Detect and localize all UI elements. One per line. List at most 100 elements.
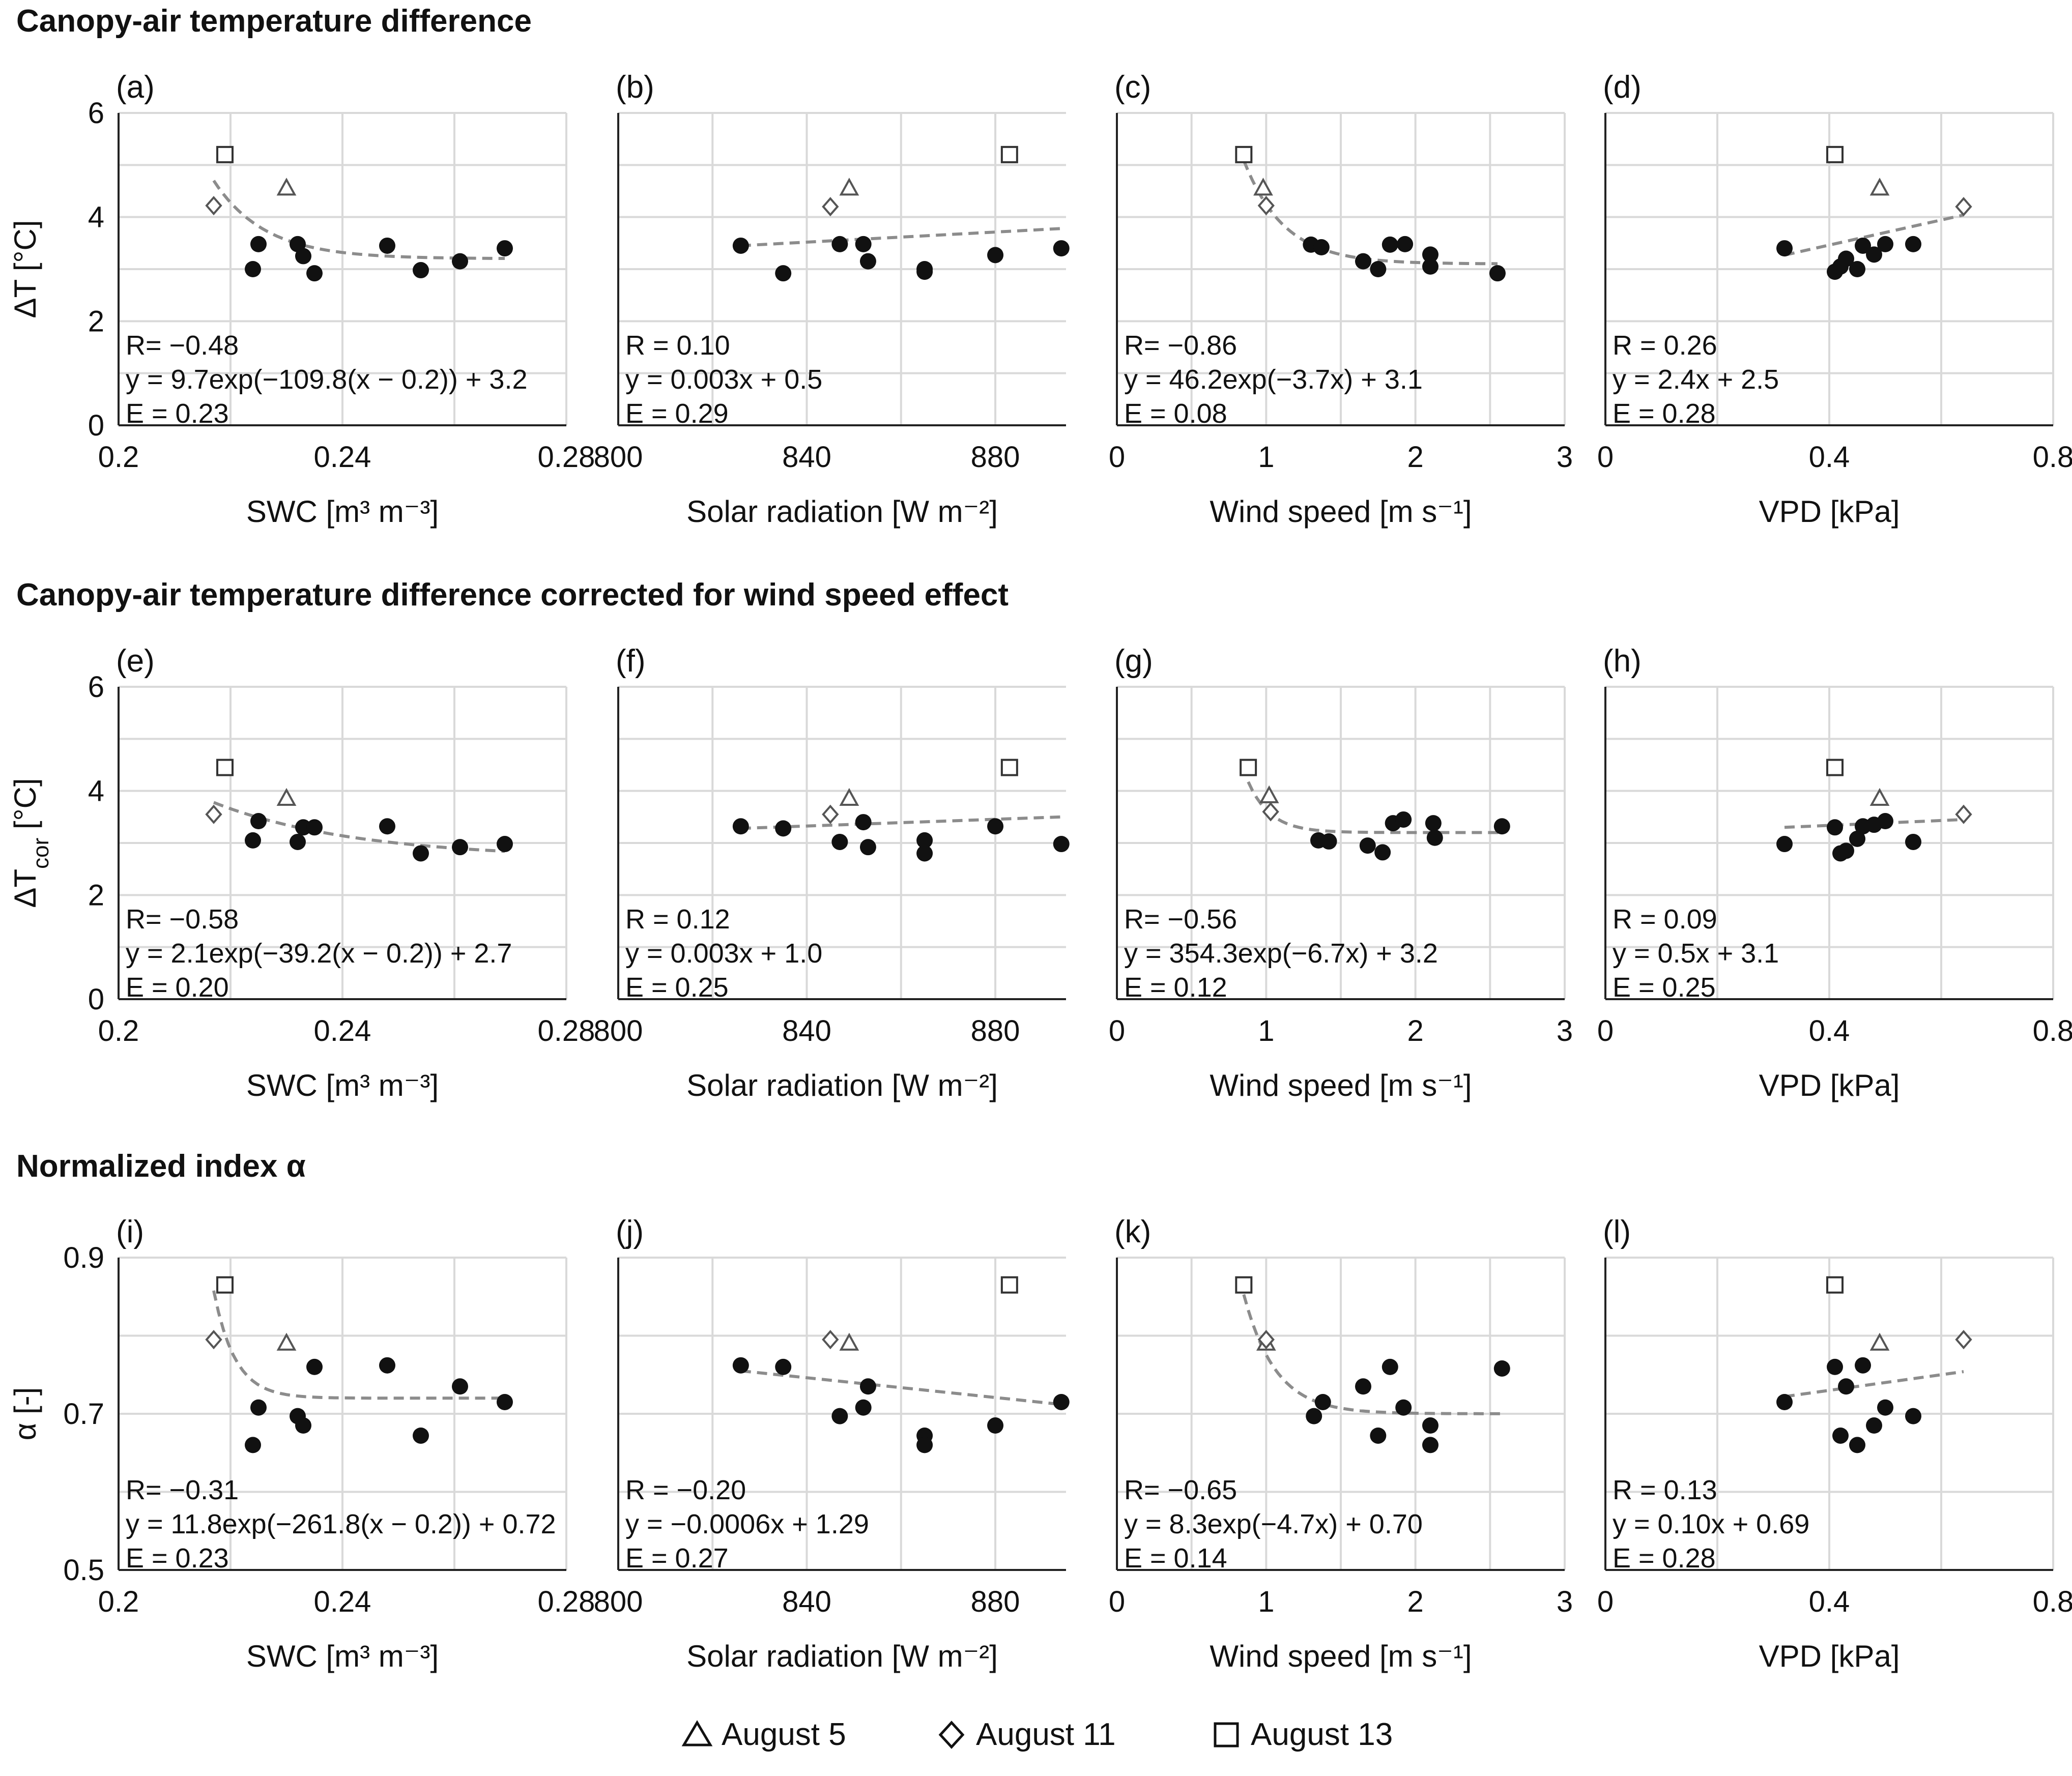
data-point	[250, 236, 267, 252]
marker-august-5	[1869, 1332, 1890, 1351]
y-axis-label: ΔT [°C]	[8, 220, 42, 318]
data-point	[306, 265, 323, 282]
stat-r: R= −0.48	[126, 330, 239, 361]
data-point	[1776, 1393, 1793, 1410]
stat-e: E = 0.20	[126, 972, 229, 1003]
marker-august-5	[276, 178, 297, 196]
data-point	[1849, 830, 1865, 847]
data-point	[379, 818, 395, 835]
data-point	[1489, 265, 1506, 282]
marker-august-5	[839, 178, 859, 196]
x-tick-label: 1	[1258, 441, 1274, 474]
stat-equation: y = 8.3exp(−4.7x) + 0.70	[1124, 1509, 1423, 1539]
x-axis-label: Solar radiation [W m⁻²]	[686, 1639, 998, 1673]
marker-august-11	[1262, 802, 1279, 822]
marker-august-13	[1826, 759, 1844, 776]
data-point	[379, 237, 395, 254]
section-title-3: Normalized index α	[16, 1149, 306, 1184]
stat-r: R= −0.86	[1124, 330, 1237, 361]
y-tick-label: 0.9	[63, 1241, 104, 1274]
data-point	[1355, 253, 1371, 270]
data-point	[1382, 236, 1398, 253]
data-point	[1838, 842, 1854, 859]
legend-diamond-icon	[938, 1721, 965, 1749]
marker-august-11	[1955, 804, 1972, 824]
marker-august-11	[205, 196, 222, 216]
x-axis-label: Solar radiation [W m⁻²]	[686, 494, 998, 529]
data-point	[732, 818, 749, 835]
x-axis-label: Wind speed [m s⁻¹]	[1210, 494, 1472, 529]
stat-r: R= −0.31	[126, 1475, 239, 1505]
data-point	[1877, 813, 1893, 830]
x-tick-label: 840	[782, 441, 831, 474]
legend-label: August 5	[722, 1717, 846, 1752]
x-axis-label: Wind speed [m s⁻¹]	[1210, 1639, 1472, 1673]
stat-e: E = 0.23	[126, 398, 229, 429]
marker-august-11	[822, 1330, 839, 1350]
data-point	[295, 1417, 311, 1434]
data-point	[1832, 1427, 1849, 1444]
data-point	[1855, 1357, 1871, 1374]
x-tick-label: 2	[1407, 1585, 1424, 1618]
data-point	[1866, 246, 1882, 263]
marker-august-11	[205, 804, 222, 824]
data-point	[250, 1399, 267, 1416]
stat-e: E = 0.28	[1613, 1543, 1716, 1574]
data-point	[1355, 1378, 1371, 1395]
data-point	[916, 264, 933, 280]
data-point	[1877, 1399, 1893, 1416]
x-tick-label: 0	[1109, 1014, 1125, 1047]
x-tick-label: 2	[1407, 441, 1424, 474]
x-axis-label: SWC [m³ m⁻³]	[246, 494, 439, 529]
data-point	[1426, 829, 1443, 846]
data-point	[1382, 1358, 1398, 1375]
stat-equation: y = −0.0006x + 1.29	[625, 1509, 869, 1539]
panel-label: (j)	[616, 1214, 644, 1249]
x-tick-label: 0.8	[2033, 441, 2072, 474]
data-point	[855, 814, 872, 831]
x-tick-label: 840	[782, 1014, 831, 1047]
x-tick-label: 3	[1557, 441, 1573, 474]
fit-curve	[1242, 160, 1498, 266]
x-tick-label: 0	[1597, 441, 1614, 474]
y-tick-label: 4	[88, 775, 104, 808]
marker-august-5	[839, 788, 859, 806]
stat-equation: y = 0.003x + 1.0	[625, 938, 822, 969]
stat-r: R= −0.56	[1124, 904, 1237, 935]
stat-r: R= −0.65	[1124, 1475, 1237, 1505]
data-point	[306, 1358, 323, 1375]
marker-august-13	[1826, 1276, 1844, 1294]
x-axis-label: SWC [m³ m⁻³]	[246, 1068, 439, 1102]
stat-e: E = 0.25	[625, 972, 729, 1003]
fit-curve	[740, 815, 1061, 830]
fit-curve	[1247, 781, 1502, 834]
stat-e: E = 0.23	[126, 1543, 229, 1574]
data-point	[1053, 836, 1070, 853]
x-axis-label: VPD [kPa]	[1759, 494, 1900, 529]
data-point	[775, 265, 792, 282]
fit-curve	[1784, 1370, 1964, 1399]
x-tick-label: 2	[1407, 1014, 1424, 1047]
data-point	[1905, 1408, 1921, 1424]
data-point	[413, 262, 429, 279]
x-tick-label: 0.28	[538, 441, 595, 474]
y-tick-label: 0.5	[63, 1554, 104, 1587]
data-point	[916, 832, 933, 849]
x-tick-label: 0.4	[1809, 441, 1850, 474]
fit-curve	[1242, 1294, 1502, 1415]
data-point	[1493, 1360, 1510, 1377]
data-point	[295, 248, 311, 265]
data-point	[1422, 1437, 1438, 1453]
data-point	[732, 1357, 749, 1374]
marker-august-13	[1000, 759, 1018, 776]
data-point	[295, 819, 311, 836]
panel-label: (a)	[116, 70, 155, 105]
data-point	[250, 813, 267, 830]
x-tick-label: 0.2	[98, 441, 139, 474]
x-tick-label: 880	[971, 441, 1020, 474]
data-point	[1370, 261, 1387, 277]
data-point	[987, 1417, 1004, 1434]
stat-equation: y = 2.1exp(−39.2(x − 0.2)) + 2.7	[126, 938, 512, 969]
data-point	[1866, 1417, 1882, 1434]
panel-label: (d)	[1603, 70, 1642, 105]
